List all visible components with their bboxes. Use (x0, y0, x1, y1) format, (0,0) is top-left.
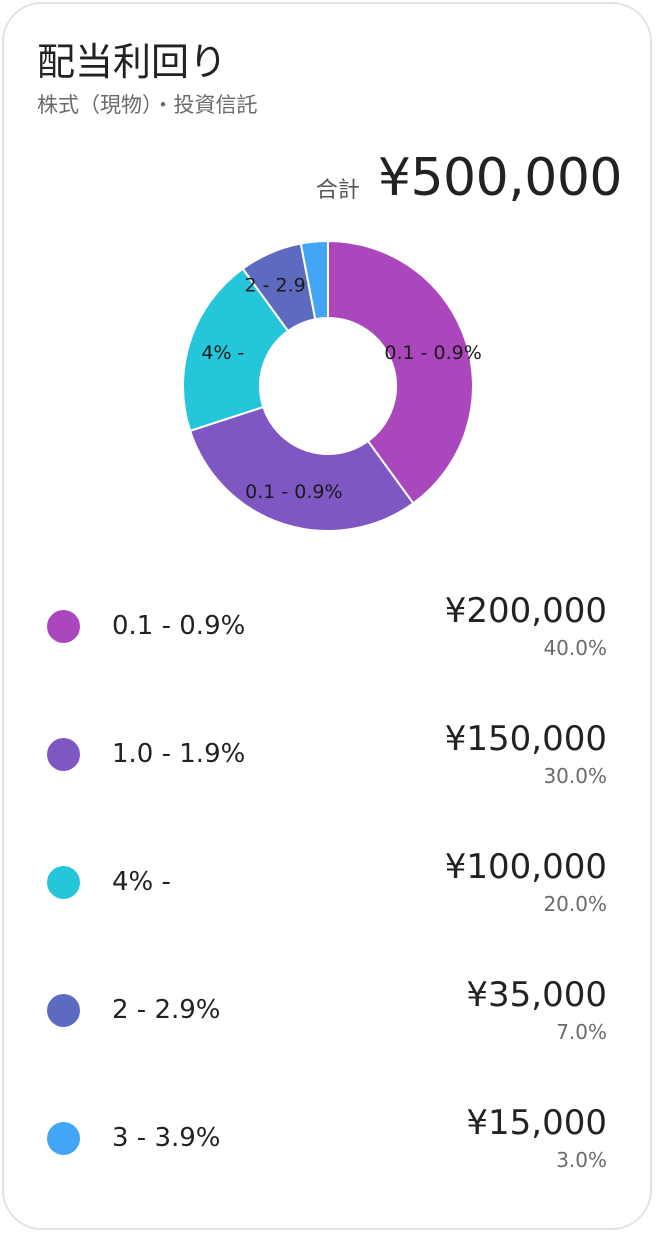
legend-color-dot (47, 866, 80, 899)
donut-slice[interactable] (327, 239, 474, 505)
legend-percent: 40.0% (543, 636, 607, 660)
legend-amount: ¥200,000 (444, 591, 607, 631)
total-label: 合計 (315, 178, 360, 203)
card-title: 配当利回り (37, 40, 228, 84)
legend-amount: ¥100,000 (444, 847, 607, 887)
legend-color-dot (47, 738, 80, 771)
legend-row[interactable]: 0.1 - 0.9% ¥200,000 40.0% (0, 583, 656, 711)
donut-slice[interactable] (182, 267, 290, 433)
slice-label: 2 - 2.9% (244, 275, 323, 297)
legend-row[interactable]: 1.0 - 1.9% ¥150,000 30.0% (0, 711, 656, 839)
legend: 0.1 - 0.9% ¥200,000 40.0% 1.0 - 1.9% ¥15… (0, 583, 656, 1223)
card-subtitle: 株式（現物）・投資信託 (37, 93, 258, 117)
slice-label: 4% - (201, 342, 244, 364)
legend-percent: 20.0% (543, 892, 607, 916)
total-summary: 合計 ¥500,000 (315, 148, 623, 208)
legend-label: 3 - 3.9% (112, 1123, 221, 1153)
legend-amount: ¥35,000 (466, 975, 607, 1015)
legend-color-dot (47, 994, 80, 1027)
legend-amount: ¥15,000 (466, 1103, 607, 1143)
legend-color-dot (47, 1122, 80, 1155)
legend-row[interactable]: 4% - ¥100,000 20.0% (0, 839, 656, 967)
donut-chart: 0.1 - 0.9% 0.1 - 0.9% 4% - 2 - 2.9% (182, 239, 482, 532)
legend-label: 0.1 - 0.9% (112, 611, 246, 641)
slice-label: 0.1 - 0.9% (384, 342, 481, 364)
donut-slice[interactable] (188, 405, 415, 532)
legend-label: 1.0 - 1.9% (112, 739, 246, 769)
total-value: ¥500,000 (377, 148, 623, 208)
legend-percent: 30.0% (543, 764, 607, 788)
legend-amount: ¥150,000 (444, 719, 607, 759)
legend-label: 4% - (112, 867, 171, 897)
legend-percent: 3.0% (556, 1148, 607, 1172)
donut-slice[interactable] (299, 239, 329, 321)
legend-label: 2 - 2.9% (112, 995, 221, 1025)
legend-row[interactable]: 3 - 3.9% ¥15,000 3.0% (0, 1095, 656, 1223)
legend-row[interactable]: 2 - 2.9% ¥35,000 7.0% (0, 967, 656, 1095)
legend-percent: 7.0% (556, 1020, 607, 1044)
slice-label: 0.1 - 0.9% (245, 481, 342, 503)
legend-color-dot (47, 610, 80, 643)
